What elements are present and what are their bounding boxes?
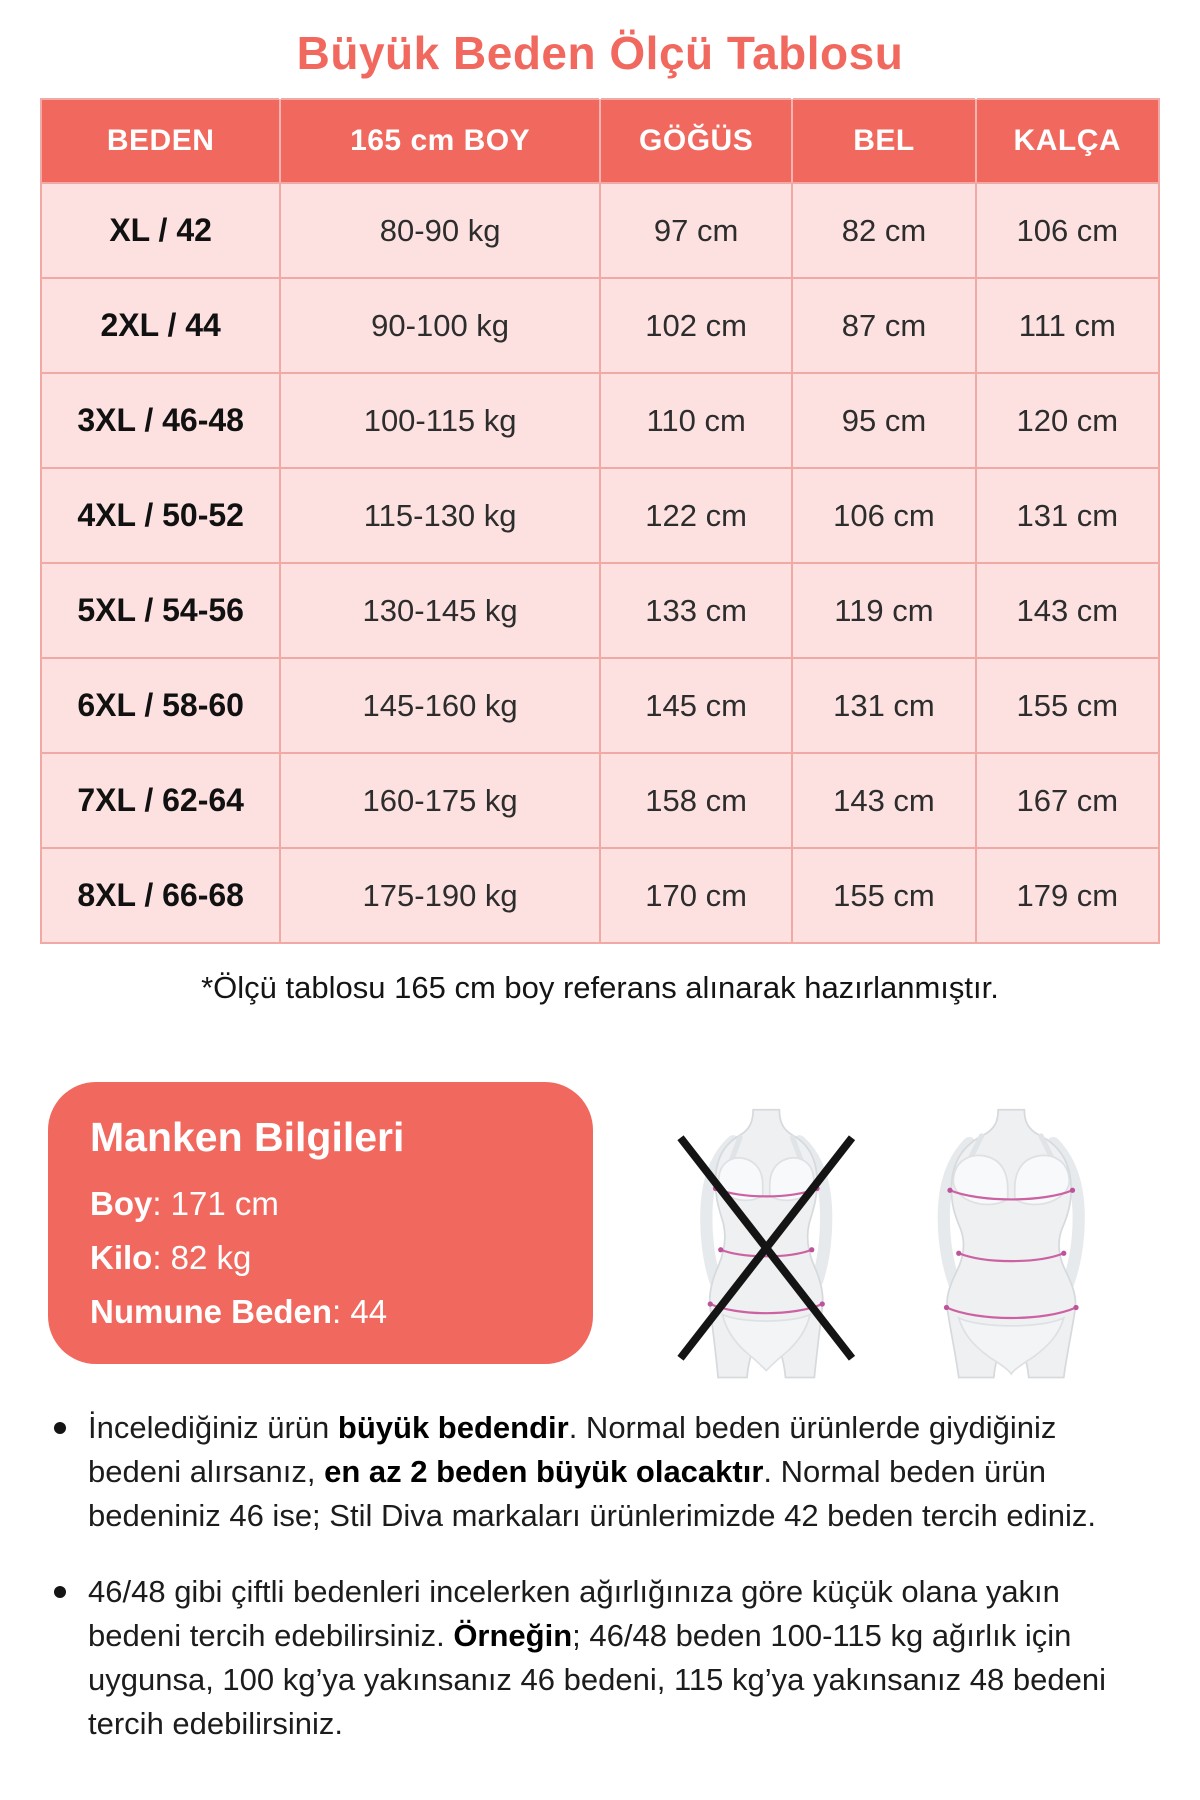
table-row: 4XL / 50-52 115-130 kg 122 cm 106 cm 131 cm — [39, 467, 1161, 564]
table-row: 3XL / 46-48 100-115 kg 110 cm 95 cm 120 cm — [39, 372, 1161, 469]
table-cell: 143 cm — [791, 752, 977, 849]
table-cell: 145-160 kg — [279, 657, 601, 754]
table-cell: XL / 42 — [39, 182, 282, 279]
model-info-label: Numune Beden — [90, 1293, 333, 1331]
table-row: 6XL / 58-60 145-160 kg 145 cm 131 cm 155 cm — [39, 657, 1161, 754]
model-info-label: Boy — [90, 1185, 153, 1222]
table-row: 2XL / 44 90-100 kg 102 cm 87 cm 111 cm — [39, 277, 1161, 374]
table-cell: 130-145 kg — [279, 562, 601, 659]
table-cell: 131 cm — [791, 657, 977, 754]
table-cell: 133 cm — [598, 562, 794, 659]
table-cell: 160-175 kg — [279, 752, 601, 849]
table-cell: 87 cm — [791, 277, 977, 374]
table-row: 8XL / 66-68 175-190 kg 170 cm 155 cm 179 cm — [39, 847, 1161, 944]
model-info-fields: Boy: 171 cm Kilo: 82 kg Numune Beden: 44 — [90, 1183, 551, 1334]
table-row: XL / 42 80-90 kg 97 cm 82 cm 106 cm — [39, 182, 1161, 279]
table-cell: 145 cm — [598, 657, 794, 754]
model-info-label: Kilo — [90, 1239, 153, 1277]
table-cell: 4XL / 50-52 — [39, 467, 282, 564]
table-cell: 155 cm — [791, 847, 977, 944]
model-info-field: Numune Beden: 44 — [90, 1293, 388, 1331]
size-notes: İncelediğiniz ürün büyük bedendir. Norma… — [52, 1406, 1156, 1746]
table-cell: 6XL / 58-60 — [39, 657, 282, 754]
table-footnote: *Ölçü tablosu 165 cm boy referans alınar… — [201, 970, 999, 1005]
plus-size-body-icon — [937, 1108, 1085, 1379]
table-cell: 122 cm — [598, 467, 794, 564]
body-figure-illustrations — [617, 1108, 1160, 1388]
table-row: 5XL / 54-56 130-145 kg 133 cm 119 cm 143 cm — [39, 562, 1161, 659]
table-cell: 100-115 kg — [279, 372, 601, 469]
model-info-box: Manken Bilgileri Boy: 171 cm Kilo: 82 kg N… — [48, 1082, 593, 1364]
table-row: 7XL / 62-64 160-175 kg 158 cm 143 cm 167 cm — [39, 752, 1161, 849]
table-cell: 102 cm — [598, 277, 794, 374]
column-header: GÖĞÜS — [599, 99, 794, 184]
note-item: 46/48 gibi çiftli bedenleri incelerken a… — [52, 1570, 1156, 1746]
table-cell: 82 cm — [791, 182, 977, 279]
table-cell: 7XL / 62-64 — [39, 752, 282, 849]
table-cell: 167 cm — [974, 752, 1161, 849]
table-cell: 115-130 kg — [279, 467, 601, 564]
model-info-field: Boy: 171 cm — [90, 1185, 279, 1222]
table-cell: 170 cm — [598, 847, 794, 944]
table-cell: 3XL / 46-48 — [39, 372, 282, 469]
table-cell: 158 cm — [598, 752, 794, 849]
model-info-field: Kilo: 82 kg — [90, 1239, 252, 1277]
column-header: 165 cm BOY — [280, 99, 601, 184]
table-cell: 106 cm — [974, 182, 1161, 279]
table-cell: 95 cm — [791, 372, 977, 469]
table-cell: 106 cm — [791, 467, 977, 564]
measure-lines — [945, 1189, 1077, 1320]
table-cell: 90-100 kg — [279, 277, 601, 374]
table-cell: 120 cm — [974, 372, 1161, 469]
table-cell: 119 cm — [791, 562, 977, 659]
table-header-row: BEDEN 165 cm BOY GÖĞÜS BEL KALÇA — [41, 99, 1159, 184]
table-cell: 2XL / 44 — [39, 277, 282, 374]
table-cell: 179 cm — [974, 847, 1161, 944]
table-cell: 131 cm — [974, 467, 1161, 564]
x-mark — [677, 1135, 855, 1361]
table-cell: 80-90 kg — [279, 182, 601, 279]
table-cell: 143 cm — [974, 562, 1161, 659]
table-cell: 5XL / 54-56 — [39, 562, 282, 659]
page-title: Büyük Beden Ölçü Tablosu — [296, 27, 904, 79]
table-cell: 97 cm — [598, 182, 794, 279]
model-info-section: Manken Bilgileri Boy: 171 cm Kilo: 82 kg N… — [48, 1082, 1160, 1388]
table-cell: 111 cm — [974, 277, 1161, 374]
column-header: KALÇA — [975, 99, 1159, 184]
note-item: İncelediğiniz ürün büyük bedendir. Norma… — [52, 1406, 1156, 1538]
column-header: BEL — [792, 99, 977, 184]
table-cell: 155 cm — [974, 657, 1161, 754]
table-cell: 175-190 kg — [279, 847, 601, 944]
table-cell: 8XL / 66-68 — [39, 847, 282, 944]
model-info-title: Manken Bilgileri — [90, 1114, 405, 1160]
column-header: BEDEN — [41, 99, 282, 184]
table-cell: 110 cm — [598, 372, 794, 469]
slim-body-crossed-out-icon — [677, 1108, 855, 1379]
size-table: BEDEN 165 cm BOY GÖĞÜS BEL KALÇA XL / 42 80-9… — [39, 98, 1161, 944]
